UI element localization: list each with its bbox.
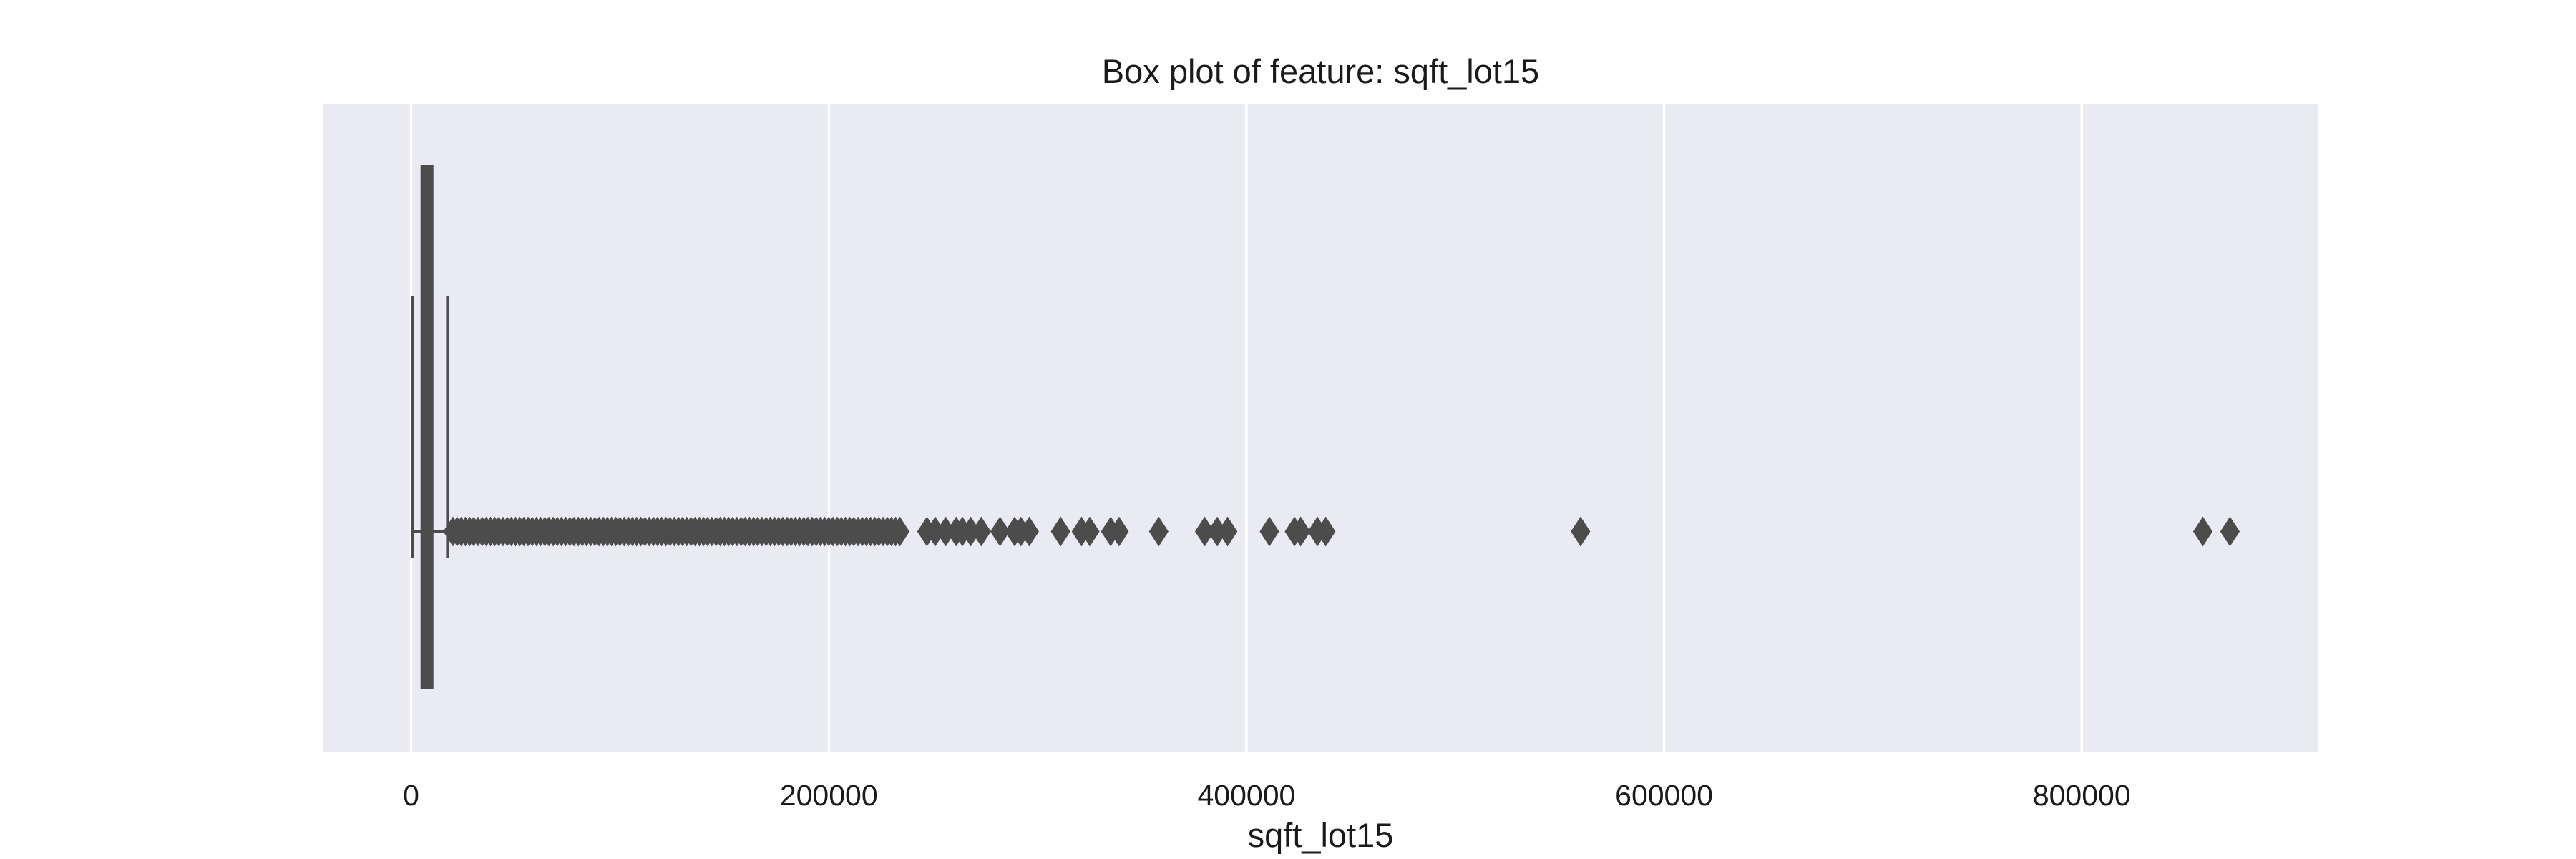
outlier-point [1259, 516, 1279, 547]
plot-area [323, 104, 2318, 752]
outlier-point [990, 516, 1010, 547]
outlier-point [971, 516, 991, 547]
outlier-point [1019, 516, 1039, 547]
outlier-point [1291, 516, 1311, 547]
outlier-point [1316, 516, 1336, 547]
box-plot [411, 165, 449, 689]
x-tick-label: 200000 [780, 779, 878, 812]
outlier-point [1080, 516, 1100, 547]
outlier-point [1571, 516, 1591, 547]
outlier-point [1218, 516, 1238, 547]
x-tick-label: 0 [403, 779, 419, 812]
grid-lines [409, 104, 2083, 752]
outlier-points [443, 516, 2240, 547]
outlier-point [2192, 516, 2213, 547]
outlier-point [1109, 516, 1129, 547]
outlier-point [2220, 516, 2240, 547]
outlier-point [1148, 516, 1169, 547]
x-tick-label: 800000 [2033, 779, 2131, 812]
x-axis-label: sqft_lot15 [1248, 816, 1394, 854]
outlier-point [889, 516, 910, 547]
x-tick-label: 600000 [1615, 779, 1713, 812]
x-axis-ticks: 0 200000 400000 600000 800000 [403, 779, 2130, 812]
chart-title: Box plot of feature: sqft_lot15 [1102, 52, 1539, 90]
x-tick-label: 400000 [1197, 779, 1295, 812]
outlier-point [1050, 516, 1070, 547]
